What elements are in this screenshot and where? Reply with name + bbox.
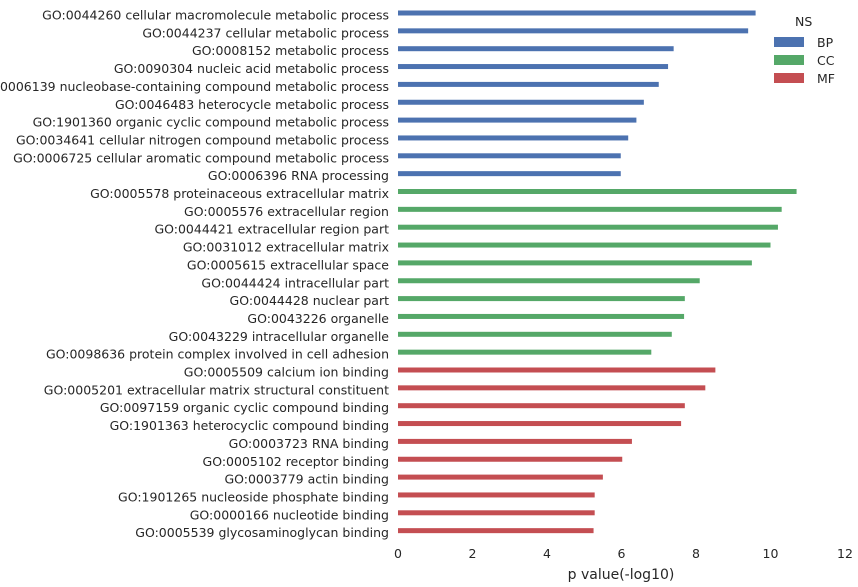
legend-swatch-mf [774,73,804,83]
bar [398,99,644,105]
y-tick-label: GO:0006396 RNA processing [208,168,389,183]
bar [398,242,771,248]
bar [398,367,716,373]
y-tick-label: GO:0031012 extracellular matrix [183,240,389,255]
x-tick-label: 4 [543,546,551,561]
legend-label-cc: CC [817,52,835,68]
bar [398,474,603,480]
x-tick-label: 6 [618,546,626,561]
y-tick-labels: GO:0044260 cellular macromolecule metabo… [0,8,389,541]
bar [398,492,595,498]
bar [398,510,595,516]
y-tick-label: GO:0044424 intracellular part [201,275,389,290]
y-tick-label: GO:0044421 extracellular region part [154,222,389,237]
x-tick-label: 10 [763,546,779,561]
y-tick-label: GO:0000166 nucleotide binding [190,507,389,522]
bar [398,349,652,355]
y-tick-label: GO:0043226 organelle [247,311,389,326]
bar [398,171,621,177]
bar [398,421,682,427]
x-tick-label: 8 [692,546,700,561]
bar [398,331,672,337]
legend-swatch-cc [774,55,804,65]
bar [398,260,752,266]
y-tick-label: GO:0005539 glycosaminoglycan binding [135,525,389,540]
x-tick-label: 12 [837,546,853,561]
y-tick-label: GO:1901265 nucleoside phosphate binding [118,489,389,504]
y-tick-label: GO:0006139 nucleobase-containing compoun… [0,79,389,94]
bar [398,403,685,409]
bar [398,456,623,462]
bar [398,438,632,444]
y-tick-label: GO:0005102 receptor binding [203,454,389,469]
bar [398,296,685,302]
legend-swatch-bp [774,37,804,47]
x-axis-label: p value(-log10) [568,567,675,583]
y-tick-label: GO:0097159 organic cyclic compound bindi… [100,400,389,415]
bar [398,385,706,391]
y-tick-label: GO:0005615 extracellular space [187,257,389,272]
bar [398,64,669,70]
y-tick-label: GO:1901363 heterocyclic compound binding [110,418,389,433]
legend-item-mf: MF [774,70,835,86]
legend-item-cc: CC [774,52,834,68]
bar [398,135,629,141]
legend-item-bp: BP [774,34,833,50]
y-tick-label: GO:0044260 cellular macromolecule metabo… [42,8,389,23]
y-tick-label: GO:0043229 intracellular organelle [169,329,390,344]
bar [398,46,674,52]
legend-label-bp: BP [817,34,834,50]
bar [398,278,700,284]
bar [398,313,685,319]
y-tick-label: GO:0003779 actin binding [224,472,389,487]
y-tick-label: GO:0003723 RNA binding [229,436,389,451]
y-tick-label: GO:1901360 organic cyclic compound metab… [33,115,389,130]
y-tick-label: GO:0090304 nucleic acid metabolic proces… [114,61,389,76]
y-tick-label: GO:0005576 extracellular region [184,204,389,219]
y-tick-label: GO:0044428 nuclear part [230,293,390,308]
y-tick-label: GO:0034641 cellular nitrogen compound me… [16,132,389,147]
y-tick-label: GO:0005578 proteinaceous extracellular m… [90,186,389,201]
y-tick-label: GO:0005201 extracellular matrix structur… [44,382,389,397]
y-tick-label: GO:0005509 calcium ion binding [184,365,389,380]
bar [398,10,756,16]
y-tick-label: GO:0008152 metabolic process [192,43,389,58]
bar [398,81,659,87]
bar [398,206,782,212]
legend-label-mf: MF [817,70,835,86]
bars [398,10,797,534]
legend-title: NS [795,14,813,29]
bar [398,117,637,123]
bar [398,153,621,159]
bar [398,28,749,34]
bar [398,189,797,194]
x-tick-labels: 0 2 4 6 8 10 12 [394,546,853,561]
bar [398,224,778,230]
y-tick-label: GO:0044237 cellular metabolic process [142,25,389,40]
x-tick-label: 0 [394,546,402,561]
y-tick-label: GO:0098636 protein complex involved in c… [46,347,389,362]
y-tick-label: GO:0006725 cellular aromatic compound me… [13,150,389,165]
x-tick-label: 2 [469,546,477,561]
bar [398,528,594,534]
y-tick-label: GO:0046483 heterocycle metabolic process [115,97,389,112]
